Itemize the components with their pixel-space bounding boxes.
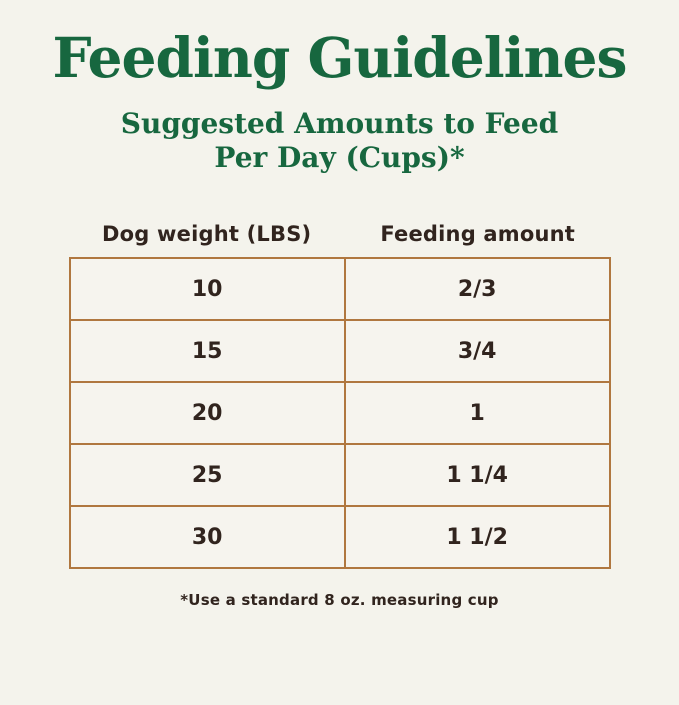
- subtitle-line-1: Suggested Amounts to Feed: [120, 107, 559, 141]
- table-row: 20 1: [68, 381, 611, 446]
- footnote: *Use a standard 8 oz. measuring cup: [180, 591, 499, 610]
- amount-cell: 3/4: [343, 319, 611, 384]
- feeding-guidelines-infographic: Feeding Guidelines Suggested Amounts to …: [0, 26, 679, 705]
- amount-cell: 1 1/4: [343, 443, 611, 508]
- amount-cell: 1: [343, 381, 611, 446]
- table-row: 30 1 1/2: [68, 505, 611, 570]
- table-row: 15 3/4: [68, 319, 611, 384]
- feeding-table-area: Dog weight (LBS) Feeding amount 10 2/3 1…: [68, 222, 611, 570]
- page-title: Feeding Guidelines: [52, 25, 627, 90]
- weight-cell: 20: [68, 381, 346, 446]
- weight-cell: 30: [68, 505, 346, 570]
- weight-cell: 10: [68, 257, 346, 322]
- subtitle-line-2: Per Day (Cups)*: [214, 140, 465, 174]
- table-row: 10 2/3: [68, 257, 611, 322]
- subtitle: Suggested Amounts to Feed Per Day (Cups)…: [0, 107, 679, 174]
- column-header-feeding-amount: Feeding amount: [380, 222, 576, 247]
- feeding-table: 10 2/3 15 3/4 20 1 25 1 1/4 30 1 1/2: [68, 257, 611, 570]
- weight-cell: 25: [68, 443, 346, 508]
- table-row: 25 1 1/4: [68, 443, 611, 508]
- amount-cell: 2/3: [343, 257, 611, 322]
- amount-cell: 1 1/2: [343, 505, 611, 570]
- weight-cell: 15: [68, 319, 346, 384]
- column-headers: Dog weight (LBS) Feeding amount: [69, 222, 611, 246]
- column-header-dog-weight: Dog weight (LBS): [102, 222, 312, 247]
